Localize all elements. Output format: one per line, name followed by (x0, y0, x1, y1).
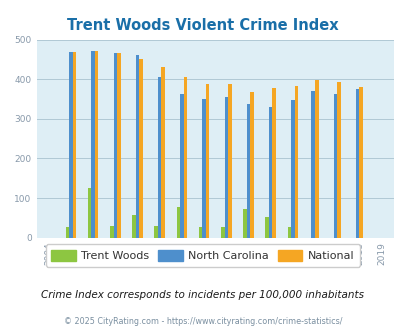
Bar (110, 226, 113, 238)
Bar (91, 51, 95, 238)
Legend: Trent Woods, North Carolina, National: Trent Woods, North Carolina, National (46, 245, 359, 267)
Bar (87, 188, 91, 238)
Bar (202, 99, 205, 238)
Bar (246, 104, 249, 238)
Bar (198, 227, 202, 238)
Bar (333, 94, 337, 238)
Bar (358, 87, 362, 238)
Bar (139, 59, 143, 238)
Bar (161, 67, 164, 238)
Bar (95, 51, 98, 238)
Text: © 2025 CityRating.com - https://www.cityrating.com/crime-statistics/: © 2025 CityRating.com - https://www.city… (64, 317, 341, 326)
Bar (205, 83, 209, 238)
Bar (176, 207, 180, 238)
Text: Trent Woods Violent Crime Index: Trent Woods Violent Crime Index (67, 18, 338, 33)
Bar (72, 52, 76, 238)
Bar (290, 100, 294, 238)
Bar (183, 77, 187, 238)
Bar (117, 53, 120, 238)
Bar (180, 94, 183, 238)
Bar (224, 97, 228, 238)
Bar (243, 209, 246, 238)
Bar (287, 227, 290, 238)
Bar (158, 77, 161, 238)
Bar (220, 227, 224, 238)
Bar (66, 226, 69, 238)
Bar (337, 82, 340, 238)
Bar (314, 81, 318, 238)
Text: Crime Index corresponds to incidents per 100,000 inhabitants: Crime Index corresponds to incidents per… (41, 290, 364, 300)
Bar (355, 89, 358, 238)
Bar (265, 217, 268, 238)
Bar (228, 84, 231, 238)
Bar (69, 52, 72, 238)
Bar (249, 92, 253, 238)
Bar (311, 91, 314, 238)
Bar (268, 107, 272, 238)
Bar (272, 88, 275, 238)
Bar (294, 85, 297, 238)
Bar (132, 215, 135, 238)
Bar (135, 55, 139, 238)
Bar (113, 53, 117, 238)
Bar (154, 226, 158, 238)
